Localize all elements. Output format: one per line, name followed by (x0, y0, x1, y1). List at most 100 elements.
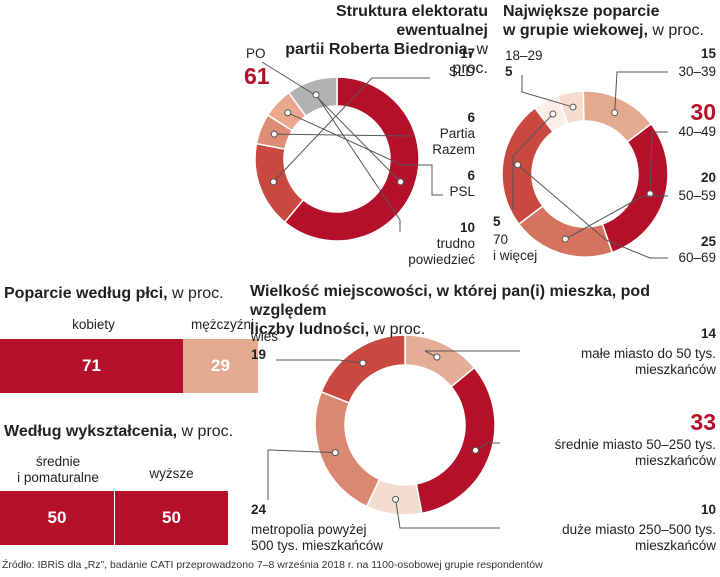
label-duze-2: mieszkańców (634, 538, 716, 553)
electorate-leader-1 (273, 77, 430, 183)
gender-title-unit: w proc. (172, 285, 224, 302)
value-psl: 6 (467, 168, 475, 183)
label-psl: PSL (449, 184, 475, 199)
bar-secondary-value: 50 (47, 508, 67, 527)
town-slice-3 (314, 390, 381, 508)
label-trudno-1: trudno (436, 236, 475, 251)
gender-bar: 71 29 (0, 339, 258, 393)
town-leader-3 (267, 449, 336, 500)
electorate-leader-dot-2 (270, 130, 278, 138)
label-razem-2: Razem (432, 142, 475, 157)
age-leader-dot-5 (549, 110, 557, 118)
electorate-leader-dot-0 (397, 178, 405, 186)
label-po: PO (246, 46, 266, 61)
bar-secondary: 50 (0, 491, 114, 545)
label-secondary-2: i pomaturalne (17, 470, 99, 485)
electorate-leader-dot-4 (312, 91, 320, 99)
label-male-2: mieszkańców (634, 362, 716, 377)
value-70-plus: 5 (493, 214, 501, 229)
label-trudno-2: powiedzieć (408, 252, 475, 267)
value-srednie: 33 (690, 409, 716, 435)
bar-women: 71 (0, 339, 183, 393)
value-30-39: 15 (700, 46, 716, 61)
label-male-1: małe miasto do 50 tys. (580, 346, 716, 361)
age-leader-4 (517, 164, 668, 259)
town-leader-dot-3 (331, 449, 339, 457)
label-duze-1: duże miasto 250–500 tys. (562, 522, 716, 537)
label-srednie-1: średnie miasto 50–250 tys. (554, 437, 716, 452)
value-wies: 19 (251, 347, 267, 362)
age-leader-dot-1 (611, 109, 619, 117)
label-60-69: 60–69 (678, 250, 716, 265)
value-trudno: 10 (459, 220, 475, 235)
label-18-29: 18–29 (505, 48, 543, 63)
label-srednie-2: mieszkańców (634, 453, 716, 468)
age-slice-4 (501, 106, 555, 226)
electorate-title-unit: w proc. (452, 41, 488, 77)
town-leader-1 (475, 442, 500, 451)
age-leader-dot-0 (569, 103, 577, 111)
bar-higher-value: 50 (162, 508, 181, 527)
town-slice-4 (320, 334, 406, 404)
label-30-39: 30–39 (678, 64, 716, 79)
electorate-leader-dot-3 (284, 109, 292, 117)
value-po: 61 (244, 63, 270, 89)
label-secondary: średnie i pomaturalne (0, 454, 116, 486)
age-leader-dot-3 (561, 235, 569, 243)
value-60-69: 25 (700, 234, 716, 249)
label-women: kobiety (72, 317, 115, 332)
bar-higher: 50 (114, 491, 228, 545)
label-70-plus-2: i więcej (493, 248, 538, 263)
value-40-49: 30 (690, 99, 716, 125)
label-50-59: 50–59 (678, 188, 716, 203)
town-leader-4 (276, 359, 363, 364)
town-leader-dot-0 (433, 353, 441, 361)
town-leader-2 (395, 499, 500, 529)
value-sld: 17 (459, 46, 475, 61)
electorate-leader-4 (315, 94, 401, 232)
town-leader-dot-2 (392, 495, 400, 503)
age-leader-1 (614, 71, 668, 113)
label-higher: wyższe (149, 466, 194, 481)
age-leader-5 (512, 113, 554, 210)
age-leader-0 (521, 75, 574, 108)
electorate-title-line1: Struktura elektoratu ewentualnej (335, 3, 488, 39)
age-leader-dot-4 (514, 161, 522, 169)
town-leader-0 (424, 350, 520, 358)
label-metro-2: 500 tys. mieszkańców (251, 538, 384, 553)
town-title-line2: liczby ludności, (250, 321, 370, 338)
label-40-49: 40–49 (678, 124, 716, 139)
age-leader-2 (649, 131, 668, 194)
value-metro: 24 (251, 502, 267, 517)
age-leader-3 (565, 195, 668, 240)
electorate-slice-4 (287, 76, 338, 118)
label-sld: SLD (448, 64, 475, 79)
town-title-line1: Wielkość miejscowości, w której pan(i) m… (250, 283, 650, 319)
bar-men-value: 29 (211, 356, 230, 375)
electorate-title-line2: partii Roberta Biedronia, (285, 41, 472, 58)
label-wies: wieś (251, 329, 279, 344)
electorate-leader-3 (287, 112, 443, 196)
town-leader-dot-4 (359, 359, 367, 367)
source-note: Źródło: IBRiS dla „Rz”, badanie CATI prz… (2, 559, 543, 571)
label-secondary-1: średnie (35, 454, 81, 469)
age-title-line1: Największe poparcie (503, 3, 660, 20)
electorate-leader-dot-1 (269, 178, 277, 186)
town-title: Wielkość miejscowości, w której pan(i) m… (250, 282, 720, 339)
bar-men: 29 (183, 339, 258, 393)
label-70-plus-1: 70 (493, 232, 509, 247)
value-18-29: 5 (505, 64, 513, 79)
education-title: Według wykształcenia, w proc. (4, 422, 233, 441)
gender-title: Poparcie według płci, w proc. (4, 284, 224, 303)
gender-title-text: Poparcie według płci, (4, 285, 168, 302)
label-razem-1: Partia (439, 126, 475, 141)
electorate-slice-0 (283, 76, 420, 242)
electorate-title: Struktura elektoratu ewentualnej partii … (248, 2, 488, 78)
value-male: 14 (700, 326, 716, 341)
education-bar: 50 50 (0, 491, 228, 545)
value-duze: 10 (700, 502, 716, 517)
town-title-unit: w proc. (373, 321, 426, 338)
town-slice-1 (415, 366, 496, 515)
value-50-59: 20 (700, 170, 716, 185)
